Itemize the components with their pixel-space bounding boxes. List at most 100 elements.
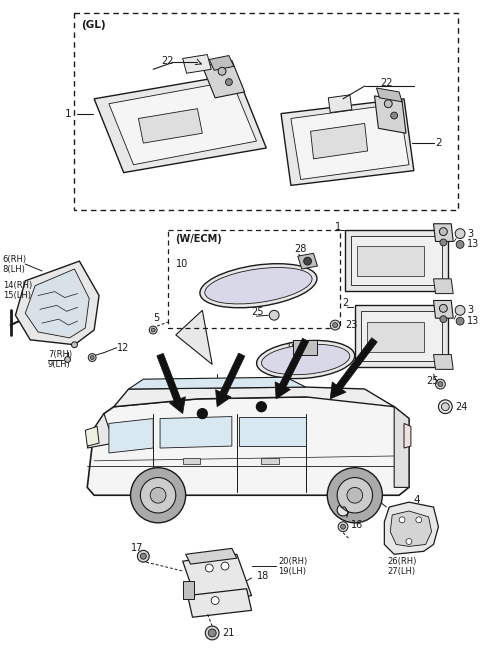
Text: 1: 1: [335, 221, 341, 232]
Polygon shape: [160, 416, 232, 448]
Circle shape: [72, 342, 77, 348]
Ellipse shape: [257, 341, 355, 379]
Circle shape: [442, 403, 449, 411]
Bar: [183, 458, 200, 464]
Polygon shape: [183, 554, 252, 604]
Text: 6(RH): 6(RH): [3, 254, 27, 264]
Circle shape: [333, 323, 337, 328]
Circle shape: [211, 596, 219, 604]
Polygon shape: [330, 338, 377, 399]
Text: 28: 28: [294, 244, 306, 254]
Polygon shape: [351, 235, 443, 285]
Polygon shape: [138, 109, 203, 143]
Circle shape: [440, 316, 447, 323]
Circle shape: [197, 409, 207, 418]
Circle shape: [304, 257, 312, 265]
Circle shape: [438, 400, 452, 414]
Text: 8(LH): 8(LH): [3, 264, 25, 273]
Circle shape: [439, 228, 447, 235]
Text: 7(RH): 7(RH): [48, 350, 72, 359]
Polygon shape: [109, 418, 153, 453]
Text: 3: 3: [467, 229, 473, 239]
Polygon shape: [404, 424, 411, 448]
Circle shape: [65, 357, 71, 362]
Bar: [168, 229, 340, 328]
Text: 2: 2: [342, 299, 348, 308]
Text: 27(LH): 27(LH): [387, 567, 415, 575]
Circle shape: [140, 554, 146, 559]
Polygon shape: [188, 588, 252, 617]
Polygon shape: [87, 397, 409, 496]
Text: 14(RH): 14(RH): [3, 281, 32, 290]
Text: 9(LH): 9(LH): [48, 360, 71, 369]
Circle shape: [338, 522, 348, 532]
Polygon shape: [433, 355, 453, 369]
Circle shape: [438, 382, 443, 387]
Circle shape: [218, 67, 226, 75]
Text: 11: 11: [351, 502, 363, 512]
Circle shape: [347, 488, 363, 503]
Bar: [74, 13, 458, 210]
Text: 1: 1: [65, 109, 71, 119]
Circle shape: [137, 550, 149, 562]
Bar: [262, 458, 279, 464]
Polygon shape: [183, 55, 211, 73]
Text: 22: 22: [161, 57, 174, 67]
Polygon shape: [433, 224, 453, 241]
Bar: [293, 340, 317, 355]
Text: (W/ECM): (W/ECM): [175, 235, 222, 244]
Circle shape: [337, 478, 372, 513]
Polygon shape: [298, 253, 317, 269]
Circle shape: [399, 517, 405, 523]
Circle shape: [456, 241, 464, 248]
Polygon shape: [384, 502, 438, 554]
Text: 15(LH): 15(LH): [3, 291, 31, 300]
Polygon shape: [25, 269, 89, 338]
Ellipse shape: [205, 268, 312, 304]
Bar: [183, 581, 194, 598]
Text: 19(LH): 19(LH): [278, 567, 306, 575]
Polygon shape: [216, 353, 245, 407]
Text: 25: 25: [252, 307, 264, 317]
Polygon shape: [291, 103, 409, 179]
Circle shape: [149, 326, 157, 334]
Polygon shape: [357, 246, 424, 276]
Text: 13: 13: [467, 239, 479, 249]
Polygon shape: [203, 61, 245, 98]
Polygon shape: [85, 426, 99, 446]
Text: 20(RH): 20(RH): [278, 557, 307, 565]
Circle shape: [456, 317, 464, 325]
Text: 21: 21: [222, 628, 234, 638]
Circle shape: [455, 305, 465, 315]
Text: 10: 10: [176, 259, 188, 269]
Text: 26(RH): 26(RH): [387, 557, 417, 565]
Text: 25: 25: [427, 376, 439, 386]
Polygon shape: [114, 387, 394, 407]
Polygon shape: [394, 407, 409, 488]
Text: (GL): (GL): [81, 20, 106, 30]
Circle shape: [440, 239, 447, 246]
Ellipse shape: [200, 264, 317, 308]
Text: 2: 2: [435, 138, 442, 148]
Circle shape: [330, 320, 340, 330]
Circle shape: [221, 562, 229, 570]
Polygon shape: [390, 511, 432, 546]
Text: 4: 4: [414, 495, 420, 505]
Circle shape: [131, 468, 186, 523]
Polygon shape: [176, 310, 212, 364]
Text: 16: 16: [351, 520, 363, 530]
Circle shape: [435, 379, 445, 389]
Circle shape: [416, 517, 422, 523]
Polygon shape: [374, 96, 406, 133]
Polygon shape: [15, 261, 99, 345]
Polygon shape: [376, 88, 402, 101]
Text: 18: 18: [256, 571, 269, 581]
Polygon shape: [367, 322, 424, 352]
Circle shape: [256, 402, 266, 412]
Circle shape: [90, 356, 94, 360]
Polygon shape: [94, 74, 266, 173]
Text: 12: 12: [117, 343, 129, 353]
Circle shape: [140, 478, 176, 513]
Polygon shape: [239, 416, 306, 446]
Polygon shape: [157, 353, 185, 414]
